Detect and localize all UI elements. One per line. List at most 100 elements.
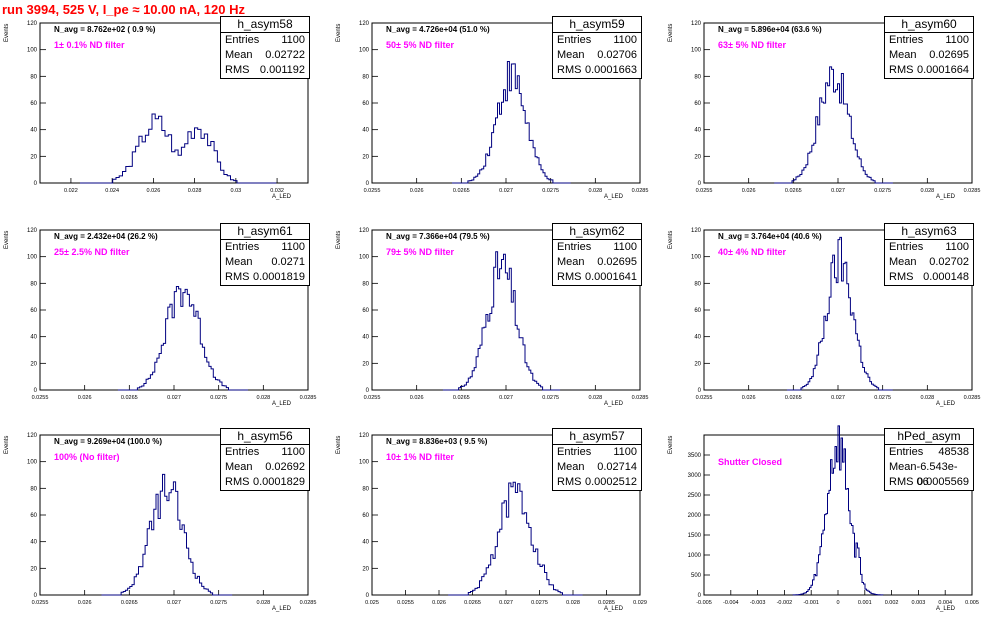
y-tick-label: 60 (30, 308, 37, 314)
y-tick-label: 120 (359, 228, 370, 234)
y-tick-label: 0 (698, 388, 702, 394)
x-tick-label: 0.0275 (542, 395, 559, 401)
y-tick-label: 100 (359, 48, 370, 54)
y-tick-label: 0 (34, 388, 38, 394)
x-tick-label: 0.024 (105, 188, 119, 194)
stats-entries: Entries 1100 (885, 33, 973, 48)
y-tick-label: 40 (30, 540, 37, 546)
histogram-series (448, 481, 583, 596)
y-tick-label: 80 (694, 281, 701, 287)
x-tick-label: 0.0265 (121, 600, 138, 606)
n-avg-label: N_avg = 3.764e+04 (40.6 %) (718, 232, 822, 241)
stat-value: 1100 (945, 34, 969, 46)
y-tick-label: 20 (694, 154, 701, 160)
stat-value: 1100 (945, 241, 969, 253)
x-tick-label: 0.028 (566, 600, 580, 606)
histogram-name: h_asym61 (221, 224, 309, 240)
n-avg-label: N_avg = 2.432e+04 (26.2 %) (54, 232, 158, 241)
histogram-series (442, 251, 561, 391)
stats-entries: Entries 48538 (885, 445, 973, 460)
histogram-plot: 0 20 40 60 80 100 120 0.025 0.0255 0.026 0.0265 0.0… (359, 433, 647, 606)
filter-label: Shutter Closed (718, 457, 783, 467)
x-tick-label: 0.027 (499, 395, 513, 401)
histogram-name: h_asym58 (221, 17, 309, 33)
y-tick-label: 120 (27, 433, 38, 439)
histogram-plot: 0 20 40 60 80 100 120 0.0255 0.026 0.0265 0.027 0.0… (359, 21, 648, 194)
histogram-name: h_asym57 (553, 429, 641, 445)
stat-value: 0.02702 (929, 256, 969, 268)
x-tick-label: 0.028 (188, 188, 202, 194)
stat-key: RMS (889, 476, 914, 488)
y-tick-label: 40 (362, 128, 369, 134)
stat-value: 1100 (613, 34, 637, 46)
x-tick-label: 0.0265 (121, 395, 138, 401)
y-axis-label: Events (4, 23, 10, 42)
x-tick-label: 0.025 (365, 600, 379, 606)
x-axis-label: A_LED (936, 401, 956, 407)
stat-key: Entries (557, 241, 592, 253)
y-axis-label: Events (336, 435, 342, 454)
stats-mean: Mean 0.02706 (553, 48, 641, 63)
filter-label: 40± 4% ND filter (718, 247, 786, 257)
x-tick-label: 0.028 (588, 395, 602, 401)
y-tick-label: 3000 (688, 473, 702, 479)
x-tick-label: -0.005 (696, 600, 712, 606)
stat-value: 0.0005569 (917, 476, 969, 488)
stat-value: 0.0001829 (253, 476, 305, 488)
y-tick-label: 120 (691, 21, 702, 27)
y-tick-label: 0 (698, 593, 702, 599)
x-tick-label: 0.0265 (464, 600, 481, 606)
page-title: run 3994, 525 V, I_pe ≈ 10.00 nA, 120 Hz (2, 2, 245, 17)
x-tick-label: 0.0255 (32, 600, 49, 606)
x-tick-label: 0.002 (885, 600, 899, 606)
stat-key: Mean (889, 256, 917, 268)
y-tick-label: 80 (30, 486, 37, 492)
y-tick-label: 100 (359, 460, 370, 466)
stats-mean: Mean 0.02695 (885, 48, 973, 63)
stat-value: 1100 (281, 34, 305, 46)
x-tick-label: -0.004 (723, 600, 739, 606)
y-tick-label: 20 (30, 361, 37, 367)
stat-key: Mean (557, 256, 585, 268)
histogram-plot: 0 20 40 60 80 100 120 0.0255 0.026 0.0265 0.027 0.0… (691, 228, 980, 401)
stats-rms: RMS 0.0001664 (885, 63, 973, 78)
x-axis-label: A_LED (604, 194, 624, 200)
histogram-plot: 0 500 1000 1500 2000 2500 3000 3500 -0.005 -0.004… (688, 425, 979, 606)
histogram-series (792, 425, 884, 596)
histogram-panel: 0 20 40 60 80 100 120 0.0255 0.026 0.0265 0.027 0.0… (332, 16, 662, 208)
x-tick-label: 0.027 (167, 395, 181, 401)
y-axis-label: Events (336, 230, 342, 249)
x-tick-label: 0.001 (858, 600, 872, 606)
x-tick-label: 0.0265 (453, 395, 470, 401)
x-tick-label: 0.0255 (397, 600, 414, 606)
stats-rms: RMS 0.001192 (221, 63, 309, 78)
stat-key: RMS (557, 64, 582, 76)
histogram-series (80, 113, 277, 184)
x-tick-label: 0.027 (831, 188, 845, 194)
stats-rms: RMS 0.0005569 (885, 475, 973, 490)
histogram-series (774, 66, 893, 184)
stat-key: Mean (889, 461, 917, 473)
x-tick-label: 0.004 (938, 600, 952, 606)
x-tick-label: 0.028 (588, 188, 602, 194)
stat-key: Entries (225, 34, 260, 46)
stat-value: 1100 (281, 446, 305, 458)
y-axis-label: Events (668, 23, 674, 42)
x-tick-label: 0.029 (633, 600, 647, 606)
stat-value: 0.02706 (597, 49, 637, 61)
stat-key: Entries (225, 241, 260, 253)
x-tick-label: 0.0265 (785, 188, 802, 194)
x-tick-label: 0.027 (167, 600, 181, 606)
histogram-plot: 0 20 40 60 80 100 120 0.0255 0.026 0.0265 0.027 0.0… (691, 21, 980, 194)
filter-label: 50± 5% ND filter (386, 40, 454, 50)
stat-key: Mean (889, 49, 917, 61)
stat-value: -6.543e-06 (916, 461, 958, 488)
y-tick-label: 100 (27, 460, 38, 466)
y-tick-label: 120 (27, 21, 38, 27)
stats-mean: Mean 0.02702 (885, 255, 973, 270)
filter-label: 10± 1% ND filter (386, 452, 454, 462)
x-tick-label: 0.0275 (210, 395, 227, 401)
stat-value: 1100 (613, 241, 637, 253)
x-tick-label: 0.0255 (32, 395, 49, 401)
stat-value: 0.0001641 (585, 271, 637, 283)
